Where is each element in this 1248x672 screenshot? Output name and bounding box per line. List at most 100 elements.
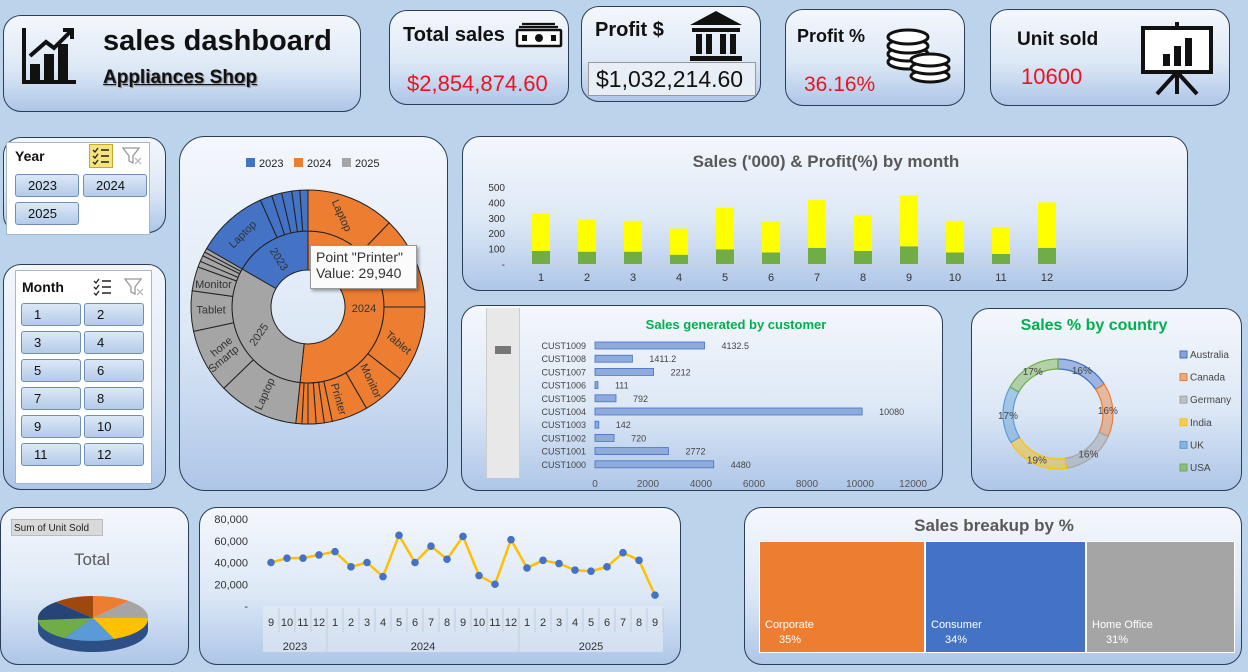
month-option-1[interactable]: 1 [21, 303, 81, 326]
customer-sales-chart[interactable]: Sales generated by customer CUST1009 4132… [462, 306, 944, 492]
trend-point[interactable] [427, 542, 435, 550]
clear-filter-icon[interactable] [123, 277, 145, 297]
profit-bar[interactable] [716, 249, 734, 264]
trend-point[interactable] [363, 558, 371, 567]
sales-bar[interactable] [900, 195, 918, 247]
country-slice-usa[interactable] [1009, 358, 1059, 393]
trend-point[interactable] [651, 591, 659, 599]
scrollbar-thumb[interactable] [495, 346, 511, 354]
customer-label: CUST1004 [541, 407, 586, 417]
trend-point[interactable] [379, 572, 387, 581]
month-option-5[interactable]: 5 [21, 359, 81, 382]
customer-bar[interactable] [594, 341, 705, 350]
sunburst-product-segment[interactable] [299, 189, 309, 232]
sales-bar[interactable] [946, 220, 964, 253]
profit-bar[interactable] [670, 254, 688, 264]
sales-bar[interactable] [670, 228, 688, 255]
profit-bar[interactable] [532, 250, 550, 264]
chart-scrollbar[interactable] [486, 308, 520, 478]
profit-bar[interactable] [762, 252, 780, 264]
month-option-12[interactable]: 12 [84, 443, 144, 466]
trend-point[interactable] [539, 556, 547, 565]
treemap-cell-home-office[interactable]: Home Office 31% [1086, 541, 1235, 653]
month-option-3[interactable]: 3 [21, 331, 81, 354]
segment-treemap[interactable]: Corporate 35% Consumer 34% Home Office 31% [759, 541, 1237, 653]
month-option-11[interactable]: 11 [21, 443, 81, 466]
sales-bar[interactable] [532, 213, 550, 251]
profit-bar[interactable] [992, 253, 1010, 264]
trend-point[interactable] [299, 554, 307, 562]
month-option-10[interactable]: 10 [84, 415, 144, 438]
trend-point[interactable] [347, 563, 355, 571]
profit-bar[interactable] [808, 247, 826, 264]
trend-point[interactable] [459, 532, 467, 541]
sales-bar[interactable] [808, 200, 826, 248]
customer-bar[interactable] [594, 420, 600, 429]
monthly-sales-profit-chart[interactable]: Sales ('000) & Profit(%) by month 500 400… [463, 137, 1189, 292]
trend-point[interactable] [587, 567, 595, 575]
trend-point[interactable] [475, 571, 483, 580]
x-tick-label: 9 [652, 617, 658, 629]
legend-label-germany: Germany [1190, 395, 1231, 406]
year-option-2023[interactable]: 2023 [15, 174, 79, 197]
trend-point[interactable] [331, 547, 339, 556]
month-option-4[interactable]: 4 [84, 331, 144, 354]
trend-chart-panel: 80,000 60,000 40,000 20,000-9 10 11 12 1 2 3 4 5 6 7 8… [199, 507, 681, 665]
trend-point[interactable] [635, 556, 643, 565]
x-tick-label: 4 [380, 617, 386, 629]
trend-point[interactable] [555, 559, 563, 568]
profit-bar[interactable] [900, 246, 918, 264]
customer-bar[interactable] [594, 460, 715, 469]
month-option-8[interactable]: 8 [84, 387, 144, 410]
profit-bar[interactable] [854, 250, 872, 264]
trend-line[interactable] [270, 532, 657, 596]
trend-point[interactable] [491, 580, 499, 589]
country-donut-chart[interactable]: Sales % by country 16% 16% 16% 19% 17% 17% Aus… [972, 309, 1243, 492]
customer-bar[interactable] [594, 394, 617, 403]
month-option-7[interactable]: 7 [21, 387, 81, 410]
multi-select-icon[interactable] [89, 144, 113, 168]
profit-bar[interactable] [578, 251, 596, 264]
profit-bar[interactable] [946, 252, 964, 264]
month-option-6[interactable]: 6 [84, 359, 144, 382]
unit-sold-3d-pie[interactable] [34, 584, 152, 656]
trend-point[interactable] [603, 563, 611, 571]
customer-bar[interactable] [594, 368, 655, 376]
trend-point[interactable] [443, 555, 451, 564]
year-option-2025[interactable]: 2025 [15, 202, 79, 225]
x-tick-label: 2 [540, 617, 546, 629]
trend-point[interactable] [571, 566, 579, 574]
month-option-9[interactable]: 9 [21, 415, 81, 438]
trend-point[interactable] [411, 558, 419, 567]
customer-bar[interactable] [594, 381, 599, 389]
customer-bar[interactable] [594, 407, 863, 416]
treemap-cell-consumer[interactable]: Consumer 34% [925, 541, 1086, 653]
sales-bar[interactable] [762, 221, 780, 253]
trend-point[interactable] [315, 551, 323, 559]
sales-bar[interactable] [854, 215, 872, 251]
customer-bar[interactable] [594, 433, 615, 442]
clear-filter-icon[interactable] [121, 146, 143, 166]
sales-bar[interactable] [578, 219, 596, 252]
trend-point[interactable] [283, 554, 291, 562]
multi-select-icon[interactable] [92, 277, 114, 297]
pivot-field-button[interactable]: Sum of Unit Sold [11, 519, 103, 536]
profit-bar[interactable] [1038, 247, 1056, 264]
trend-point[interactable] [395, 531, 403, 540]
month-option-2[interactable]: 2 [84, 303, 144, 326]
sales-bar[interactable] [1038, 202, 1056, 248]
trend-point[interactable] [267, 558, 275, 567]
sales-bar[interactable] [716, 207, 734, 250]
treemap-cell-corporate[interactable]: Corporate 35% [759, 541, 925, 653]
trend-point[interactable] [507, 535, 515, 544]
year-option-2024[interactable]: 2024 [83, 174, 147, 197]
trend-point[interactable] [619, 548, 627, 557]
customer-bar[interactable] [594, 354, 633, 363]
profit-bar[interactable] [624, 251, 642, 264]
sales-bar[interactable] [624, 220, 642, 252]
sales-bar[interactable] [992, 227, 1010, 254]
customer-bar[interactable] [594, 447, 669, 456]
trend-point[interactable] [523, 564, 531, 572]
